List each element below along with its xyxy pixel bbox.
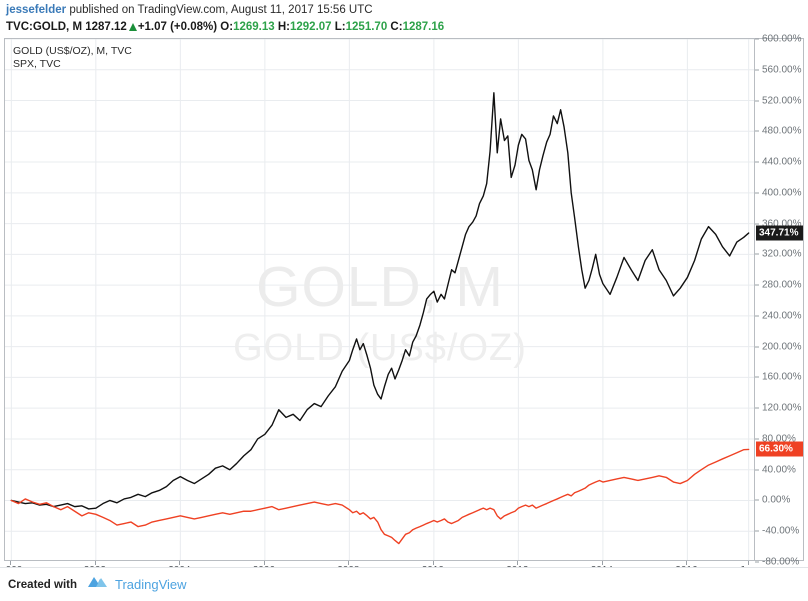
price-axis-label: 40.00% xyxy=(762,464,796,476)
price-axis-label: 360.00% xyxy=(762,218,802,230)
price-axis-tick xyxy=(755,284,759,286)
chart-series-lines xyxy=(10,92,750,545)
price-axis-tick xyxy=(755,161,759,163)
price-axis-tick xyxy=(755,69,759,71)
price-axis-tick xyxy=(755,130,759,132)
price-axis-tick xyxy=(755,38,759,40)
price-axis-label: -40.00% xyxy=(762,525,800,537)
price-axis-label: 320.00% xyxy=(762,248,802,260)
series-line-1 xyxy=(10,448,750,545)
tradingview-brand-label[interactable]: TradingView xyxy=(115,577,187,592)
price-axis-label: 80.00% xyxy=(762,433,796,445)
chart-gridlines xyxy=(5,39,754,560)
open-label: O: xyxy=(220,21,234,33)
price-axis-tick xyxy=(755,315,759,317)
series-line-0 xyxy=(10,92,750,510)
quote-line: TVC:GOLD, M 1287.12 +1.07 (+0.08%) O:1269… xyxy=(6,19,808,35)
price-axis-label: 400.00% xyxy=(762,187,802,199)
price-axis-label: 160.00% xyxy=(762,371,802,383)
price-axis-label: 480.00% xyxy=(762,125,802,137)
time-axis-tick xyxy=(94,561,96,565)
price-axis-label: 440.00% xyxy=(762,156,802,168)
publication-line: jessefelder published on TradingView.com… xyxy=(6,3,808,18)
tradingview-logo-icon xyxy=(87,575,109,594)
close-value: 1287.16 xyxy=(402,21,445,33)
price-axis-tick xyxy=(755,469,759,471)
time-axis-tick xyxy=(263,561,265,565)
high-label: H: xyxy=(277,21,290,33)
price-axis-label: 520.00% xyxy=(762,95,802,107)
created-with-label: Created with xyxy=(8,578,78,591)
chart-header: jessefelder published on TradingView.com… xyxy=(0,0,808,38)
price-axis-tick xyxy=(755,407,759,409)
price-axis-tick xyxy=(755,100,759,102)
gold-price-badge[interactable]: 347.71% xyxy=(756,225,803,241)
time-axis-tick xyxy=(179,561,181,565)
published-text: published on TradingView.com, August 11,… xyxy=(69,4,373,16)
open-value: 1269.13 xyxy=(233,21,275,33)
low-label: L: xyxy=(334,21,346,33)
price-axis-tick xyxy=(755,223,759,225)
time-axis-tick xyxy=(10,561,12,565)
price-axis-label: 240.00% xyxy=(762,310,802,322)
time-axis-tick xyxy=(686,561,688,565)
price-axis-tick xyxy=(755,530,759,532)
chart-plot-area[interactable]: GOLD, M GOLD (US$/OZ) GOLD (US$/OZ), M, … xyxy=(4,38,754,561)
price-axis-label: 0.00% xyxy=(762,494,791,506)
price-change: +1.07 (+0.08%) xyxy=(137,21,218,33)
triangle-up-icon xyxy=(128,23,137,31)
price-axis[interactable]: 600.00% 560.00% 520.00% 480.00% 440.00% 400.0… xyxy=(754,34,804,568)
close-label: C: xyxy=(390,21,403,33)
price-axis-label: 120.00% xyxy=(762,402,802,414)
price-axis-label: -80.00% xyxy=(762,556,800,568)
price-axis-tick xyxy=(755,499,759,501)
chart-footer: Created with TradingView xyxy=(0,567,808,601)
low-value: 1251.70 xyxy=(345,21,388,33)
symbol-label[interactable]: TVC:GOLD, M xyxy=(6,21,83,33)
price-axis-tick xyxy=(755,346,759,348)
price-axis-label: 280.00% xyxy=(762,279,802,291)
time-axis-tick xyxy=(432,561,434,565)
time-axis-tick xyxy=(601,561,603,565)
price-axis-tick xyxy=(755,561,759,563)
time-axis-tick xyxy=(517,561,519,565)
price-axis-label: 600.00% xyxy=(762,33,802,45)
high-value: 1292.07 xyxy=(290,21,332,33)
price-axis-tick xyxy=(755,253,759,255)
price-axis-label: 200.00% xyxy=(762,341,802,353)
price-axis-tick xyxy=(755,192,759,194)
price-axis-label: 560.00% xyxy=(762,64,802,76)
price-axis-tick xyxy=(755,376,759,378)
author-name[interactable]: jessefelder xyxy=(6,4,67,16)
spx-price-badge[interactable]: 66.30% xyxy=(756,441,803,457)
time-axis-tick xyxy=(348,561,350,565)
price-axis-tick xyxy=(755,438,759,440)
time-axis-tick xyxy=(747,561,749,565)
last-price: 1287.12 xyxy=(85,21,127,33)
chart-frame: GOLD, M GOLD (US$/OZ) GOLD (US$/OZ), M, … xyxy=(4,34,804,576)
